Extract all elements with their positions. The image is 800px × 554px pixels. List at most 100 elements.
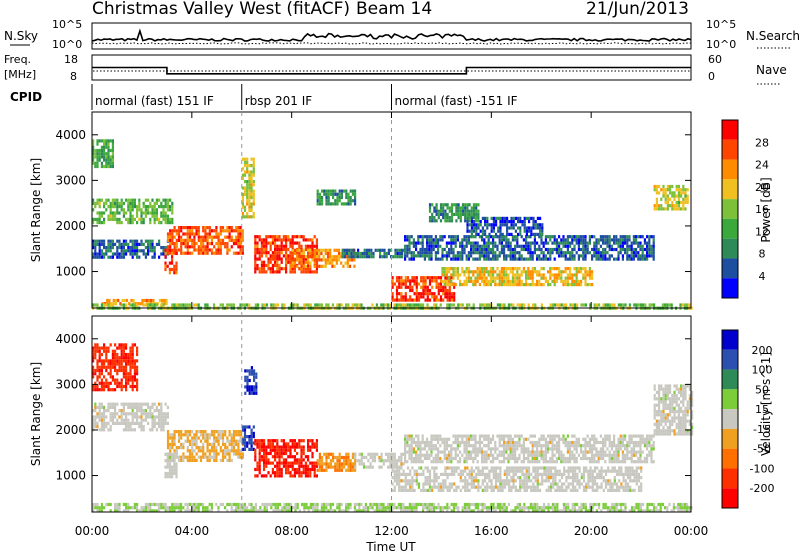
velocity-echo-cell (602, 488, 605, 492)
velocity-echo-cell (116, 372, 119, 376)
noise-search-trace (91, 42, 692, 45)
power-echo-cell (408, 235, 411, 239)
power-echo-cell (549, 235, 552, 239)
power-echo-cell (402, 295, 405, 299)
velocity-echo-cell (136, 349, 139, 353)
power-echo-cell (421, 238, 424, 242)
power-echo-cell (470, 241, 473, 245)
power-echo-cell (166, 235, 170, 239)
power-echo-cell (487, 257, 490, 261)
power-echo-cell (219, 232, 222, 236)
velocity-echo-cell (215, 446, 218, 450)
power-echo-cell (662, 191, 665, 195)
velocity-echo-cell (457, 472, 460, 476)
power-echo-cell (186, 248, 189, 252)
power-echo-cell (602, 247, 605, 252)
power-echo-cell (155, 214, 158, 218)
velocity-echo-cell (116, 384, 119, 389)
power-echo-cell (446, 219, 449, 223)
velocity-echo-cell (442, 472, 445, 476)
power-echo-cell (302, 235, 305, 239)
velocity-echo-cell (188, 449, 192, 453)
power-echo-cell (453, 298, 456, 302)
velocity-echo-cell (400, 466, 403, 470)
power-echo-cell (241, 245, 244, 249)
velocity-echo-cell (470, 472, 473, 476)
power-echo-cell (494, 241, 497, 245)
power-echo-cell (525, 283, 528, 287)
power-echo-cell (517, 226, 520, 230)
power-echo-cell (197, 229, 200, 233)
power-echo-cell (246, 180, 249, 184)
velocity-echo-cell (569, 488, 572, 492)
power-echo-cell (100, 303, 103, 307)
velocity-echo-cell (585, 466, 588, 470)
power-echo-cell (267, 235, 270, 239)
power-echo-cell (138, 205, 141, 209)
power-echo-cell (450, 241, 453, 245)
power-echo-cell (116, 198, 119, 202)
power-echo-cell (445, 241, 448, 245)
velocity-echo-cell (552, 482, 555, 486)
power-echo-cell (298, 258, 301, 262)
velocity-echo-cell (307, 474, 310, 478)
power-echo-cell (591, 257, 594, 261)
velocity-echo-cell (136, 365, 139, 369)
power-echo-cell (109, 239, 112, 243)
power-echo-cell (149, 239, 152, 243)
velocity-echo-cell (100, 362, 103, 366)
velocity-echo-cell (563, 472, 566, 476)
power-echo-cell (219, 251, 222, 255)
power-echo-cell (564, 254, 567, 258)
velocity-echo-cell (125, 428, 128, 432)
velocity-echo-cell (254, 474, 257, 478)
power-echo-cell (492, 241, 495, 245)
power-echo-cell (274, 257, 277, 261)
velocity-echo-cell (503, 482, 506, 486)
velocity-echo-cell (393, 488, 396, 492)
power-echo-cell (208, 235, 211, 239)
power-echo-cell (127, 217, 130, 221)
power-echo-cell (580, 241, 583, 245)
power-echo-cell (241, 176, 244, 180)
power-echo-cell (252, 215, 255, 219)
power-echo-cell (291, 238, 294, 242)
power-echo-cell (261, 303, 264, 307)
velocity-echo-cell (309, 461, 312, 465)
power-echo-cell (318, 202, 321, 206)
power-echo-cell (335, 248, 338, 252)
power-echo-cell (241, 167, 244, 171)
power-echo-cell (254, 238, 257, 242)
power-echo-cell (479, 220, 482, 224)
power-echo-cell (296, 251, 299, 255)
power-echo-cell (538, 254, 541, 258)
velocity-echo-cell (103, 425, 106, 429)
power-echo-cell (285, 270, 288, 274)
power-echo-cell (324, 264, 327, 268)
power-echo-cell (327, 189, 330, 193)
velocity-echo-cell (188, 430, 192, 434)
velocity-echo-cell (94, 388, 97, 392)
power-echo-cell (637, 241, 640, 245)
power-echo-cell (494, 254, 497, 258)
power-echo-cell (540, 283, 543, 287)
power-echo-cell (105, 303, 108, 307)
power-echo-cell (571, 279, 574, 283)
velocity-echo-cell (554, 469, 557, 473)
power-echo-cell (453, 212, 456, 216)
power-echo-cell (470, 279, 473, 283)
velocity-echo-cell (100, 352, 103, 357)
velocity-echo-cell (406, 482, 410, 486)
velocity-echo-cell (96, 359, 99, 363)
power-echo-cell (569, 251, 572, 255)
power-echo-cell (577, 283, 580, 287)
power-echo-cell (116, 221, 119, 225)
velocity-echo-cell (116, 359, 119, 363)
power-echo-cell (138, 255, 141, 259)
velocity-echo-cell (280, 461, 283, 465)
power-echo-cell (582, 238, 585, 242)
power-echo-cell (193, 248, 196, 252)
power-echo-cell (426, 251, 429, 255)
power-echo-cell (626, 241, 629, 245)
power-echo-cell (365, 248, 368, 252)
